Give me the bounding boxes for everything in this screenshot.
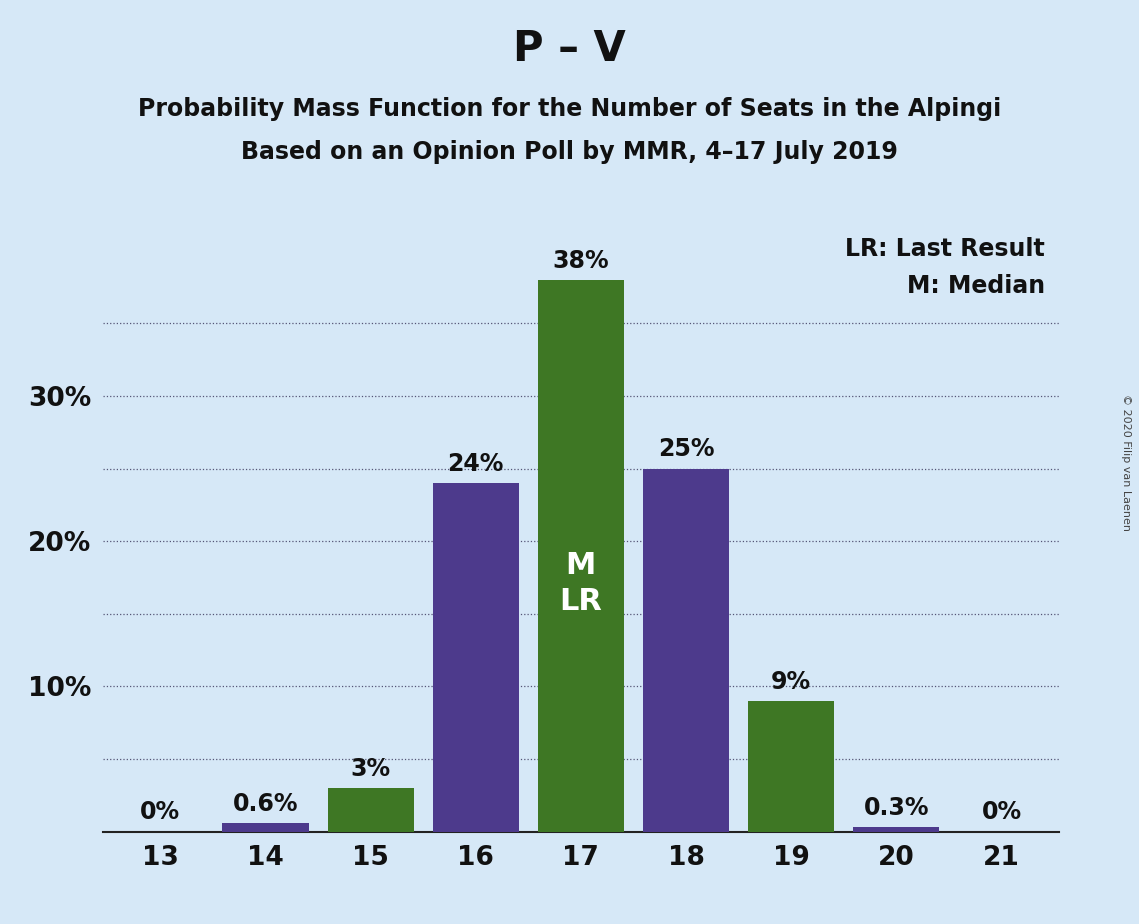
Text: 0%: 0% xyxy=(140,800,180,824)
Text: © 2020 Filip van Laenen: © 2020 Filip van Laenen xyxy=(1121,394,1131,530)
Text: 0%: 0% xyxy=(982,800,1022,824)
Text: 9%: 9% xyxy=(771,670,811,694)
Text: 25%: 25% xyxy=(658,437,714,461)
Bar xyxy=(642,468,729,832)
Text: LR: Last Result: LR: Last Result xyxy=(845,237,1044,261)
Text: 24%: 24% xyxy=(448,452,503,476)
Bar xyxy=(222,823,309,832)
Bar xyxy=(433,483,519,832)
Bar xyxy=(853,827,940,832)
Text: 3%: 3% xyxy=(351,757,391,781)
Text: Probability Mass Function for the Number of Seats in the Alpingi: Probability Mass Function for the Number… xyxy=(138,97,1001,121)
Bar xyxy=(748,701,834,832)
Text: 0.3%: 0.3% xyxy=(863,796,929,820)
Bar xyxy=(538,280,624,832)
Text: 38%: 38% xyxy=(552,249,609,273)
Text: M
LR: M LR xyxy=(559,551,603,615)
Bar xyxy=(328,788,413,832)
Text: 0.6%: 0.6% xyxy=(232,792,298,816)
Text: M: Median: M: Median xyxy=(907,274,1044,298)
Text: P – V: P – V xyxy=(514,28,625,69)
Text: Based on an Opinion Poll by MMR, 4–17 July 2019: Based on an Opinion Poll by MMR, 4–17 Ju… xyxy=(241,140,898,164)
